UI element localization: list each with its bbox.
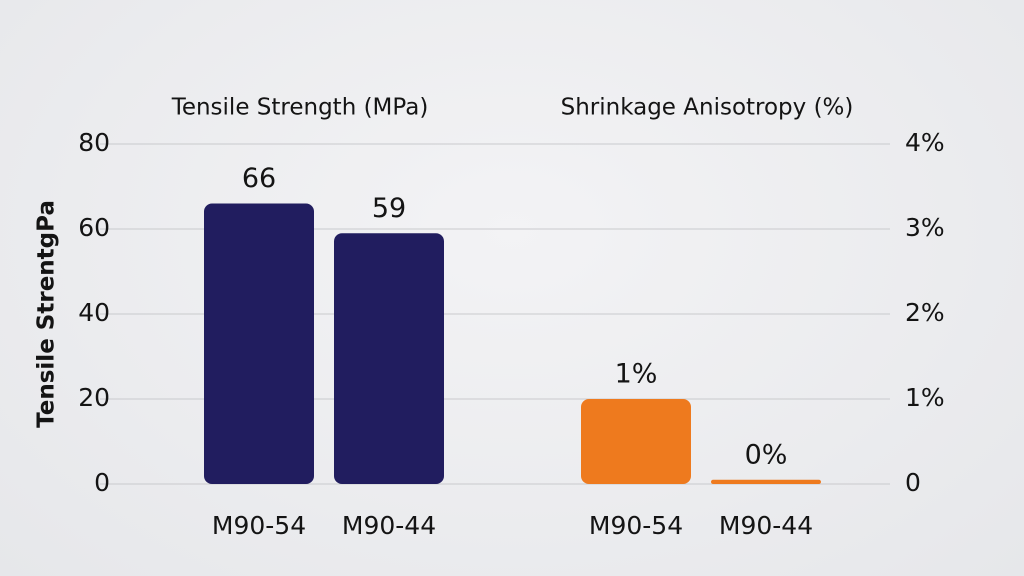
- bar: [581, 399, 691, 484]
- y-tick-label: 0: [905, 468, 921, 497]
- bar: [204, 203, 314, 484]
- chart-title: Shrinkage Anisotropy (%): [561, 95, 854, 121]
- y-tick-label: 40: [78, 298, 110, 327]
- y-tick-label: 2%: [905, 298, 945, 327]
- bar: [711, 479, 821, 484]
- x-tick-label: M90-44: [719, 511, 813, 540]
- y-tick-label: 60: [78, 213, 110, 242]
- y-tick-label: 80: [78, 128, 110, 157]
- y-tick-label: 3%: [905, 213, 945, 242]
- y-tick-label: 0: [94, 468, 110, 497]
- bar: [334, 233, 444, 484]
- x-tick-label: M90-54: [212, 511, 306, 540]
- x-tick-label: M90-54: [589, 511, 683, 540]
- y-tick-label: 1%: [905, 383, 945, 412]
- y-tick-label: 4%: [905, 128, 945, 157]
- x-tick-label: M90-44: [342, 511, 436, 540]
- y-tick-label: 20: [78, 383, 110, 412]
- value-label: 66: [242, 163, 276, 194]
- y-axis-label: Tensile StrentgPa: [34, 200, 60, 428]
- value-label: 59: [372, 193, 406, 224]
- value-label: 1%: [615, 359, 658, 390]
- value-label: 0%: [745, 439, 788, 470]
- chart-title: Tensile Strength (MPa): [171, 95, 429, 121]
